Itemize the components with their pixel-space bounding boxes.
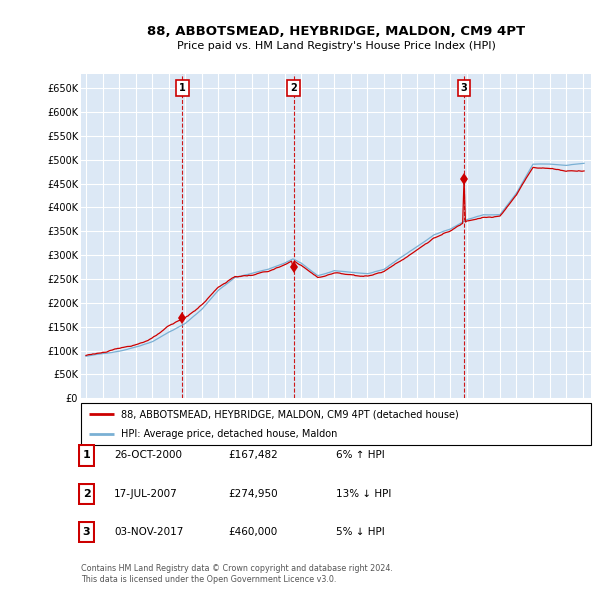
Text: 03-NOV-2017: 03-NOV-2017 — [114, 527, 184, 537]
Text: 2: 2 — [83, 489, 91, 499]
Text: 1: 1 — [179, 83, 186, 93]
Text: HPI: Average price, detached house, Maldon: HPI: Average price, detached house, Mald… — [121, 429, 337, 439]
Text: Price paid vs. HM Land Registry's House Price Index (HPI): Price paid vs. HM Land Registry's House … — [176, 41, 496, 51]
Text: £167,482: £167,482 — [228, 451, 278, 460]
Text: 3: 3 — [83, 527, 91, 537]
Text: 26-OCT-2000: 26-OCT-2000 — [114, 451, 182, 460]
Text: This data is licensed under the Open Government Licence v3.0.: This data is licensed under the Open Gov… — [81, 575, 337, 584]
Text: 88, ABBOTSMEAD, HEYBRIDGE, MALDON, CM9 4PT (detached house): 88, ABBOTSMEAD, HEYBRIDGE, MALDON, CM9 4… — [121, 409, 458, 419]
Text: 3: 3 — [461, 83, 467, 93]
Text: £274,950: £274,950 — [228, 489, 278, 499]
Text: 5% ↓ HPI: 5% ↓ HPI — [336, 527, 385, 537]
Text: £460,000: £460,000 — [228, 527, 277, 537]
Text: 13% ↓ HPI: 13% ↓ HPI — [336, 489, 391, 499]
Text: 2: 2 — [290, 83, 297, 93]
Text: 6% ↑ HPI: 6% ↑ HPI — [336, 451, 385, 460]
Text: Contains HM Land Registry data © Crown copyright and database right 2024.: Contains HM Land Registry data © Crown c… — [81, 565, 393, 573]
Text: 1: 1 — [83, 451, 91, 460]
Text: 17-JUL-2007: 17-JUL-2007 — [114, 489, 178, 499]
Text: 88, ABBOTSMEAD, HEYBRIDGE, MALDON, CM9 4PT: 88, ABBOTSMEAD, HEYBRIDGE, MALDON, CM9 4… — [147, 25, 525, 38]
